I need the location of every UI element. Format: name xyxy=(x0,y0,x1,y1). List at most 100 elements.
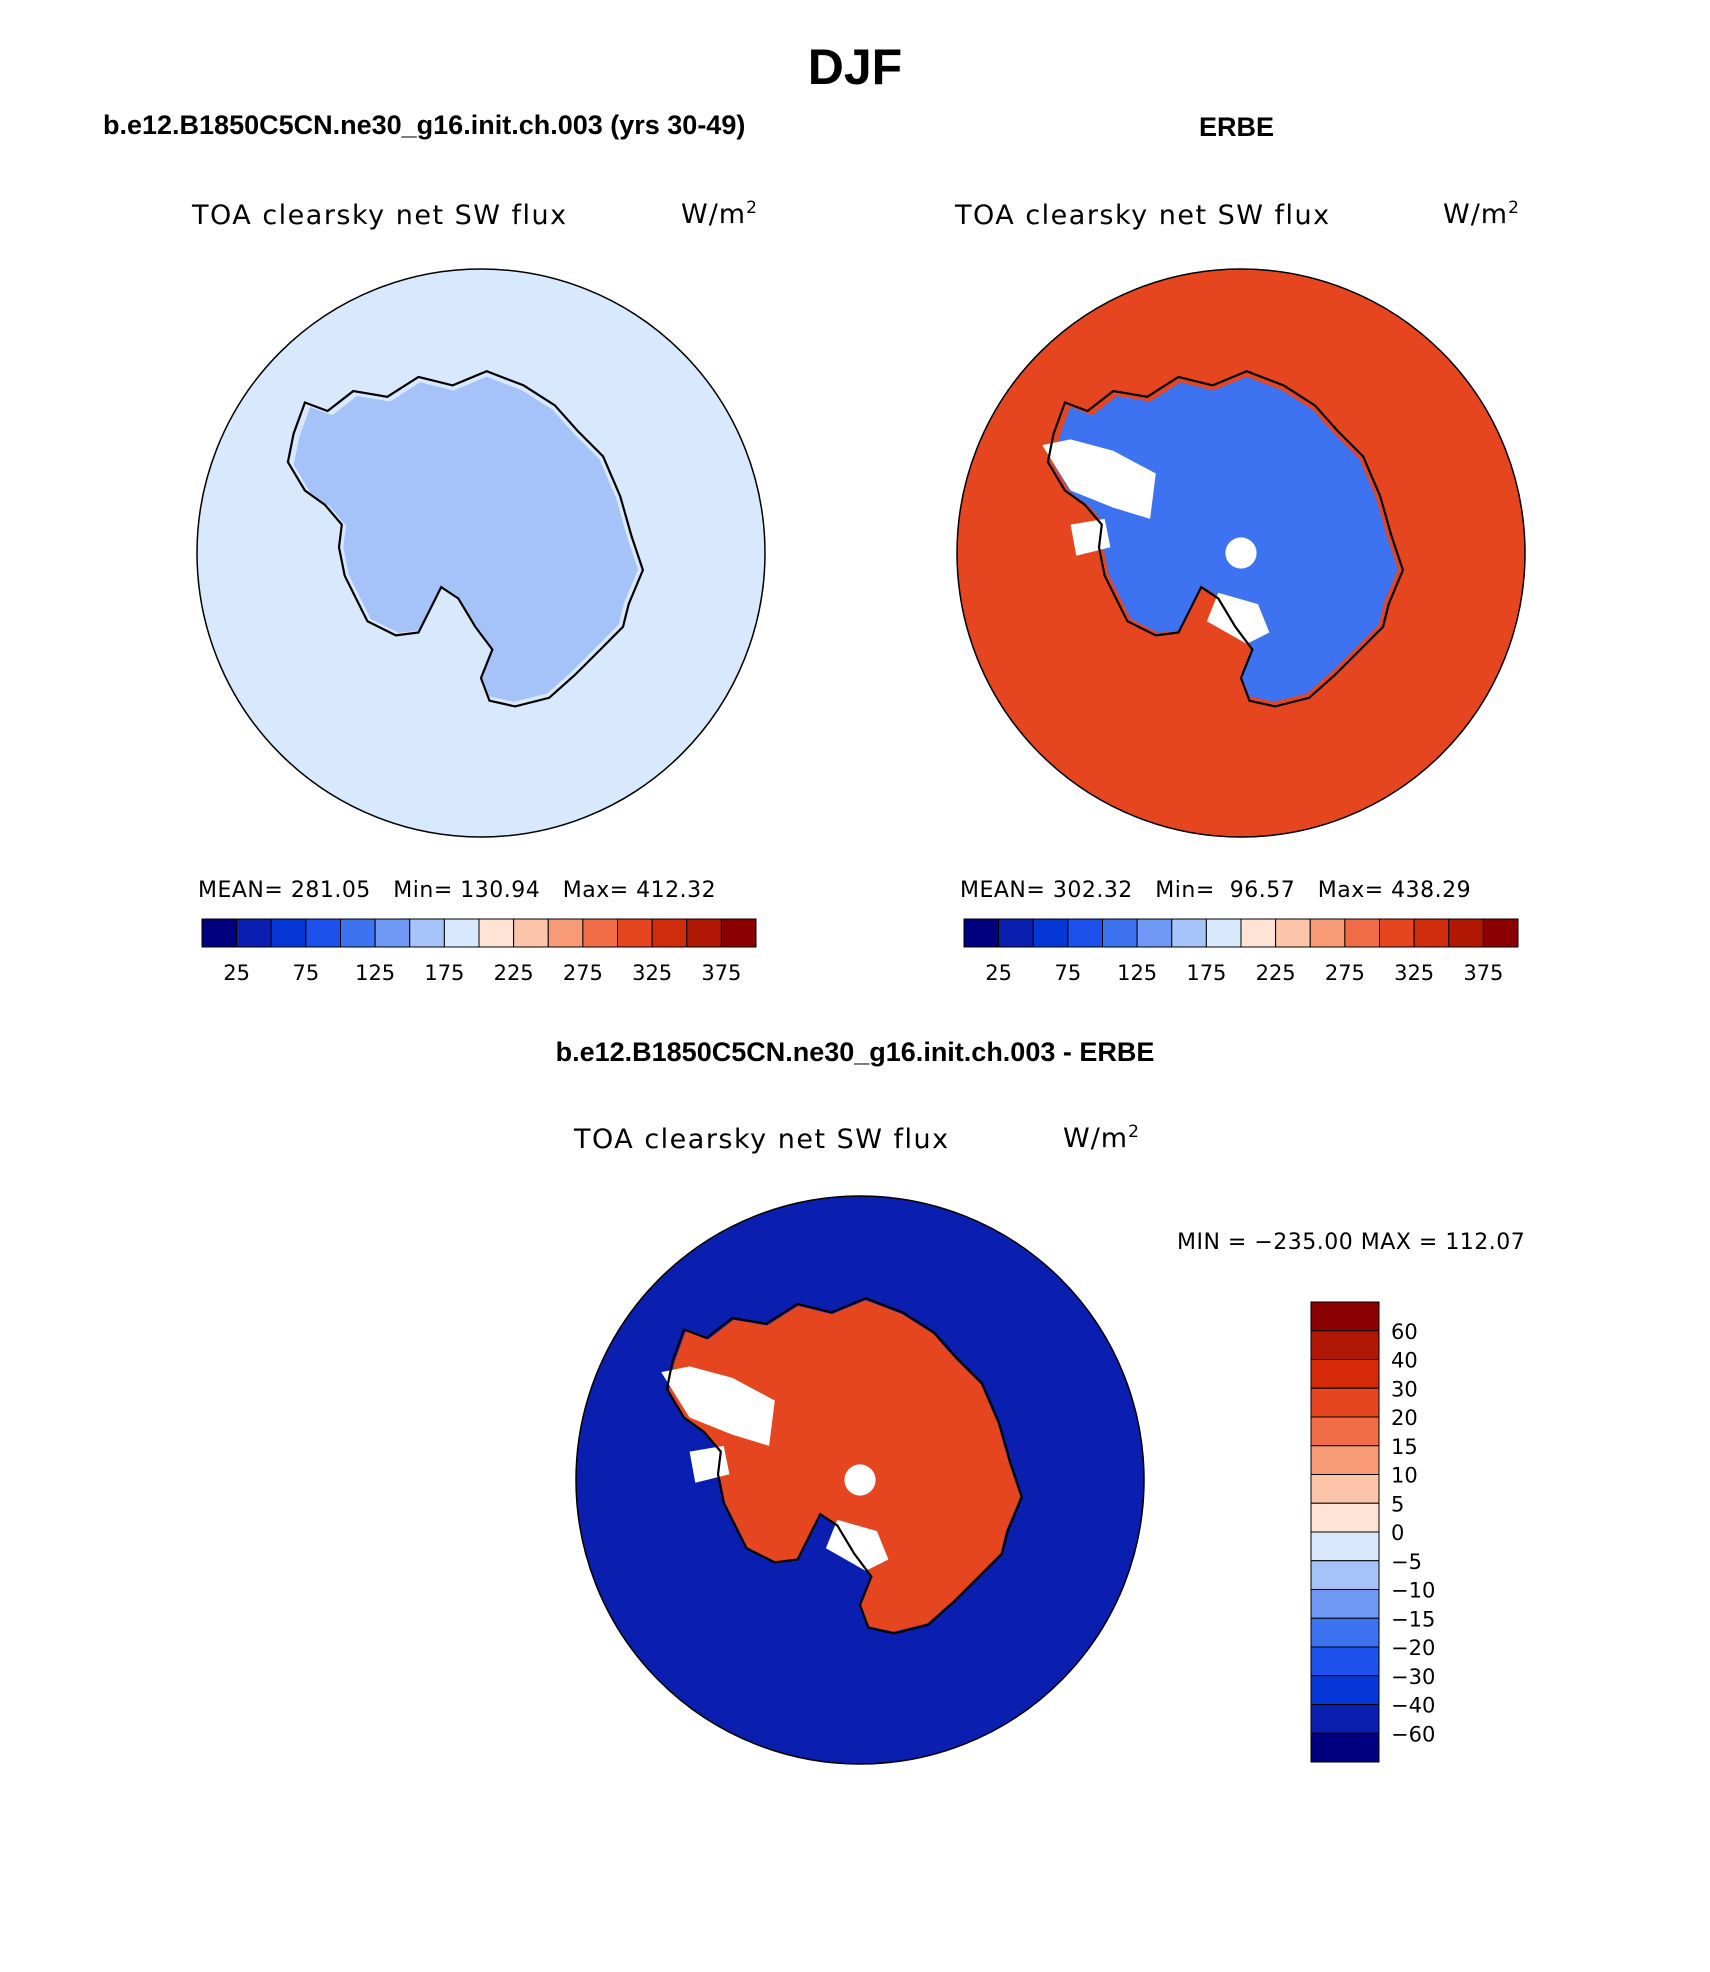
colorbar-swatch xyxy=(1344,918,1380,948)
colorbar-tick-label: 175 xyxy=(424,961,464,985)
colorbar-swatch xyxy=(1136,918,1173,948)
model-coastline xyxy=(286,370,645,708)
colorbar-tick-label: 175 xyxy=(1186,961,1226,985)
diff-panel-title: TOA clearsky net SW flux xyxy=(574,1124,950,1155)
colorbar-tick-label: 225 xyxy=(1256,961,1296,985)
colorbar-swatch xyxy=(270,918,307,948)
colorbar-tick-label: 20 xyxy=(1391,1406,1418,1430)
colorbar-tick-label: 375 xyxy=(1463,961,1503,985)
obs-coastline xyxy=(1046,370,1405,708)
colorbar-tick-label: 125 xyxy=(355,961,395,985)
colorbar-swatch xyxy=(513,918,549,948)
colorbar-swatch xyxy=(1310,1330,1380,1360)
colorbar-swatch xyxy=(340,918,376,948)
model-max-label: Max= xyxy=(562,878,629,903)
model-colorbar: 25 75 125 175 225 275 325 375 xyxy=(201,918,757,985)
colorbar-tick-label: 25 xyxy=(223,961,250,985)
colorbar-swatch xyxy=(1310,1359,1380,1389)
colorbar-tick-label: 15 xyxy=(1391,1435,1418,1459)
colorbar-tick-label: 375 xyxy=(701,961,741,985)
model-units: W/m2 xyxy=(681,198,758,230)
obs-max: 438.29 xyxy=(1391,878,1472,903)
obs-map xyxy=(956,268,1526,838)
obs-max-label: Max= xyxy=(1317,878,1384,903)
colorbar-tick-label: 10 xyxy=(1391,1464,1418,1488)
colorbar-tick-label: −60 xyxy=(1391,1722,1435,1746)
model-mean: 281.05 xyxy=(290,878,371,903)
obs-mean: 302.32 xyxy=(1052,878,1133,903)
diff-max-label: MAX = xyxy=(1360,1230,1438,1255)
colorbar-swatch xyxy=(1310,1387,1380,1418)
model-map xyxy=(196,268,766,838)
colorbar-tick-label: −40 xyxy=(1391,1694,1435,1718)
colorbar-swatch xyxy=(1413,918,1450,948)
colorbar-tick-label: 60 xyxy=(1391,1320,1418,1344)
obs-missing-data-0 xyxy=(1042,439,1156,519)
colorbar-tick-label: 275 xyxy=(563,961,603,985)
colorbar-tick-label: 225 xyxy=(494,961,534,985)
obs-field-continent xyxy=(1053,376,1398,702)
model-case-title: b.e12.B1850C5CN.ne30_g16.init.ch.003 (yr… xyxy=(103,110,746,140)
model-map-border xyxy=(196,268,766,838)
model-max: 412.32 xyxy=(636,878,717,903)
colorbar-swatch xyxy=(1309,918,1346,948)
model-min: 130.94 xyxy=(460,878,541,903)
model-stats: MEAN= 281.05 Min= 130.94 Max= 412.32 xyxy=(198,878,716,903)
diff-units: W/m2 xyxy=(1063,1122,1140,1154)
obs-min-label: Min= xyxy=(1155,878,1215,903)
colorbar-swatch xyxy=(1310,1646,1380,1677)
colorbar-swatch xyxy=(1379,918,1415,948)
diff-colorbar: 60 40 30 20 15 10 5 0 −5 −10 −15 −20 −30 −40 −60 xyxy=(1310,1301,1435,1763)
colorbar-swatch xyxy=(582,918,618,948)
colorbar-swatch xyxy=(686,918,722,948)
colorbar-swatch xyxy=(1067,918,1103,948)
colorbar-swatch xyxy=(1205,918,1242,948)
obs-stats: MEAN= 302.32 Min= 96.57 Max= 438.29 xyxy=(960,878,1471,903)
diff-stats: MIN = −235.00 MAX = 112.07 xyxy=(1177,1230,1525,1255)
obs-colorbar: 25 75 125 175 225 275 325 375 xyxy=(963,918,1519,985)
colorbar-swatch xyxy=(1310,1560,1380,1590)
colorbar-swatch xyxy=(963,918,1000,948)
colorbar-swatch xyxy=(1310,1416,1380,1447)
colorbar-swatch xyxy=(305,918,341,948)
obs-case-title: ERBE xyxy=(1199,112,1275,142)
diff-min: −235.00 xyxy=(1254,1230,1354,1255)
diff-max: 112.07 xyxy=(1445,1230,1526,1255)
diff-map xyxy=(575,1195,1145,1765)
diff-case-title: b.e12.B1850C5CN.ne30_g16.init.ch.003 - E… xyxy=(555,1037,1155,1067)
colorbar-swatch xyxy=(720,918,757,948)
colorbar-swatch xyxy=(1240,918,1277,948)
obs-min: 96.57 xyxy=(1229,878,1296,903)
colorbar-swatch xyxy=(1102,918,1138,948)
colorbar-tick-label: 5 xyxy=(1391,1492,1404,1516)
colorbar-swatch xyxy=(201,918,238,948)
model-min-label: Min= xyxy=(393,878,453,903)
colorbar-swatch xyxy=(1310,1617,1380,1648)
colorbar-swatch xyxy=(409,918,445,948)
colorbar-swatch xyxy=(236,918,272,948)
obs-map-border xyxy=(956,268,1526,838)
colorbar-tick-label: 325 xyxy=(632,961,672,985)
model-panel-title: TOA clearsky net SW flux xyxy=(192,200,568,231)
diff-missing-data-3 xyxy=(844,1464,876,1496)
model-field-continent xyxy=(293,376,638,702)
colorbar-swatch xyxy=(1310,1445,1380,1475)
colorbar-tick-label: −10 xyxy=(1391,1579,1435,1603)
obs-panel-title: TOA clearsky net SW flux xyxy=(955,200,1331,231)
colorbar-swatch xyxy=(1310,1704,1380,1734)
colorbar-tick-label: 25 xyxy=(985,961,1012,985)
colorbar-swatch xyxy=(1310,1732,1380,1763)
colorbar-swatch xyxy=(1310,1474,1380,1504)
colorbar-swatch xyxy=(1448,918,1484,948)
colorbar-swatch xyxy=(1171,918,1207,948)
colorbar-swatch xyxy=(1275,918,1311,948)
colorbar-swatch xyxy=(547,918,584,948)
colorbar-tick-label: −20 xyxy=(1391,1636,1435,1660)
diff-min-label: MIN = xyxy=(1177,1230,1247,1255)
colorbar-swatch xyxy=(1482,918,1519,948)
diff-missing-data-0 xyxy=(661,1366,775,1446)
diff-coastline xyxy=(665,1297,1024,1635)
colorbar-tick-label: −30 xyxy=(1391,1665,1435,1689)
colorbar-tick-label: 75 xyxy=(1055,961,1082,985)
